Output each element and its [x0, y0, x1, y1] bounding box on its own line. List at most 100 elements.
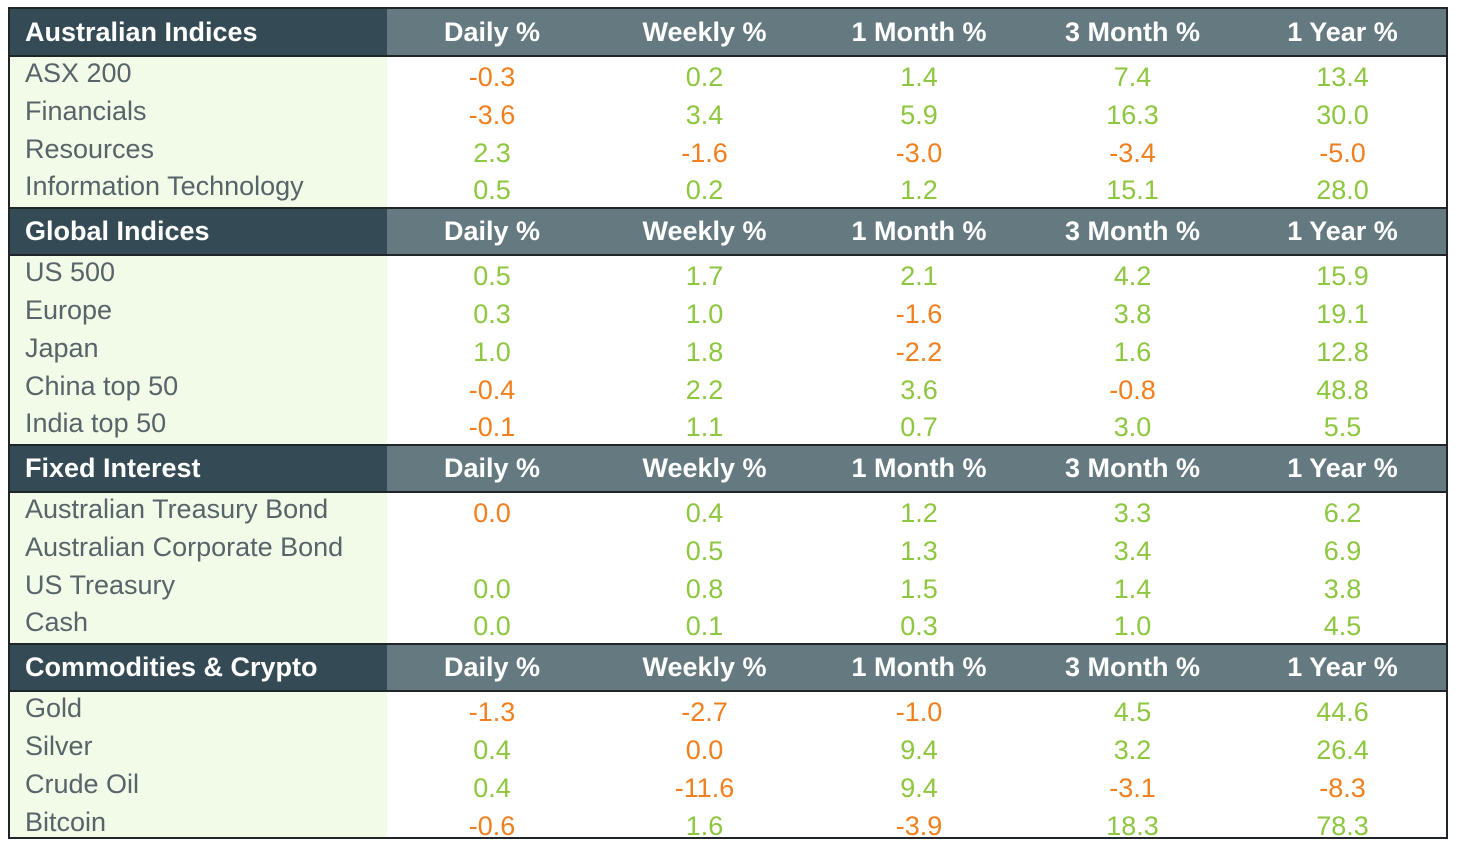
table-row: Australian Corporate Bond 0.5 1.3 3.4 6.9	[10, 530, 1446, 568]
table-row: Cash 0.0 0.1 0.3 1.0 4.5	[10, 606, 1446, 644]
row-label: China top 50	[10, 369, 387, 407]
column-header-3-month: 3 Month %	[1026, 9, 1239, 57]
value-cell-1-year: 44.6	[1316, 697, 1369, 727]
column-header-1-month: 1 Month %	[812, 444, 1026, 493]
table-row: ASX 200 -0.3 0.2 1.4 7.4 13.4	[10, 56, 1446, 94]
value-cell-3-month: 4.2	[1113, 261, 1152, 291]
row-label: Australian Corporate Bond	[10, 530, 387, 568]
value-cell-1-year: 15.9	[1316, 261, 1369, 291]
value-cell-daily	[387, 530, 597, 568]
value-cell-1-year: 6.9	[1323, 535, 1362, 566]
value-cell-3-month: -0.8	[1109, 374, 1156, 405]
value-cell-1-month: -3.0	[895, 137, 943, 168]
table-row: China top 50 -0.4 2.2 3.6 -0.8 48.8	[10, 369, 1446, 407]
row-label: India top 50	[10, 407, 387, 445]
row-label: Europe	[10, 293, 387, 331]
value-cell-1-year: -8.3	[1319, 772, 1366, 803]
section-title: Commodities & Crypto	[10, 643, 387, 692]
row-label: Japan	[10, 331, 387, 369]
performance-table-container: Australian Indices Daily % Weekly % 1 Month…	[8, 7, 1448, 839]
value-cell-1-month: 5.9	[900, 99, 938, 130]
row-label: Silver	[10, 729, 387, 767]
value-cell-weekly: -2.7	[681, 697, 728, 727]
value-cell-3-month: -3.4	[1109, 137, 1156, 168]
section-header-australian-indices: Australian Indices Daily % Weekly % 1 Month…	[10, 9, 1446, 57]
column-header-1-year: 1 Year %	[1239, 444, 1446, 493]
table-row: Silver 0.4 0.0 9.4 3.2 26.4	[10, 729, 1446, 767]
table-row: Australian Treasury Bond 0.0 0.4 1.2 3.3 6.2	[10, 492, 1446, 530]
value-cell-3-month: 15.1	[1106, 175, 1159, 205]
value-cell-daily: -0.1	[468, 412, 516, 442]
section-header-fixed-interest: Fixed Interest Daily % Weekly % 1 Month % 3 …	[10, 444, 1446, 493]
value-cell-daily: -0.3	[468, 62, 516, 92]
value-cell-1-month: 1.2	[900, 498, 938, 528]
column-header-daily: Daily %	[387, 643, 597, 692]
value-cell-1-month: 1.2	[900, 175, 938, 205]
row-label: Australian Treasury Bond	[10, 492, 387, 530]
value-cell-1-month: 3.6	[900, 374, 938, 405]
value-cell-1-year: 19.1	[1316, 298, 1369, 329]
table-row: Financials -3.6 3.4 5.9 16.3 30.0	[10, 94, 1446, 132]
value-cell-weekly: 0.5	[685, 535, 724, 566]
value-cell-1-year: 28.0	[1316, 175, 1369, 205]
row-label: Financials	[10, 94, 387, 132]
column-header-daily: Daily %	[387, 9, 597, 57]
value-cell-1-year: 30.0	[1316, 99, 1369, 130]
section-header-commodities-and-crypto: Commodities & Crypto Daily % Weekly % 1 Mon…	[10, 643, 1446, 692]
value-cell-1-year: 48.8	[1316, 374, 1369, 405]
value-cell-1-year: 3.8	[1323, 573, 1362, 604]
section-title: Global Indices	[10, 207, 387, 256]
value-cell-1-year: 13.4	[1316, 62, 1369, 92]
value-cell-3-month: 4.5	[1113, 697, 1152, 727]
value-cell-weekly: 3.4	[685, 99, 724, 130]
value-cell-weekly: 1.6	[685, 810, 724, 839]
value-cell-daily: -0.4	[468, 374, 516, 405]
value-cell-1-month: -3.9	[895, 810, 943, 839]
table-row: Japan 1.0 1.8 -2.2 1.6 12.8	[10, 331, 1446, 369]
table-row: Resources 2.3 -1.6 -3.0 -3.4 -5.0	[10, 132, 1446, 170]
row-label: Gold	[10, 691, 387, 729]
value-cell-1-year: 78.3	[1316, 810, 1369, 839]
value-cell-3-month: 16.3	[1106, 99, 1159, 130]
value-cell-weekly: 0.2	[685, 175, 724, 205]
column-header-daily: Daily %	[387, 207, 597, 256]
column-header-3-month: 3 Month %	[1026, 643, 1239, 692]
column-header-weekly: Weekly %	[597, 9, 812, 57]
column-header-1-year: 1 Year %	[1239, 643, 1446, 692]
value-cell-daily: 0.3	[473, 298, 511, 329]
value-cell-daily: 0.0	[473, 573, 511, 604]
value-cell-daily: -1.3	[468, 697, 516, 727]
value-cell-3-month: 1.4	[1113, 573, 1152, 604]
value-cell-daily: 0.5	[473, 261, 511, 291]
value-cell-weekly: -11.6	[674, 772, 735, 803]
column-header-1-month: 1 Month %	[812, 207, 1026, 256]
value-cell-daily: 1.0	[473, 336, 511, 367]
table-row: Bitcoin -0.6 1.6 -3.9 18.3 78.3	[10, 805, 1446, 839]
value-cell-3-month: 3.4	[1113, 535, 1152, 566]
column-header-weekly: Weekly %	[597, 444, 812, 493]
value-cell-3-month: 1.0	[1113, 611, 1152, 641]
table-body: Australian Indices Daily % Weekly % 1 Month…	[10, 9, 1446, 839]
value-cell-1-month: 1.3	[900, 535, 938, 566]
column-header-weekly: Weekly %	[597, 207, 812, 256]
table-row: Europe 0.3 1.0 -1.6 3.8 19.1	[10, 293, 1446, 331]
value-cell-weekly: 1.0	[685, 298, 724, 329]
table-row: US 500 0.5 1.7 2.1 4.2 15.9	[10, 255, 1446, 293]
value-cell-daily: -3.6	[468, 99, 516, 130]
column-header-1-year: 1 Year %	[1239, 9, 1446, 57]
value-cell-daily: 2.3	[473, 137, 511, 168]
value-cell-1-month: 1.4	[900, 62, 938, 92]
value-cell-3-month: 7.4	[1113, 62, 1152, 92]
value-cell-weekly: 1.1	[685, 412, 724, 442]
value-cell-daily: -0.6	[468, 810, 516, 839]
table-row: Gold -1.3 -2.7 -1.0 4.5 44.6	[10, 691, 1446, 729]
value-cell-3-month: 3.0	[1113, 412, 1152, 442]
value-cell-3-month: -3.1	[1109, 772, 1156, 803]
value-cell-1-month: 1.5	[900, 573, 938, 604]
column-header-3-month: 3 Month %	[1026, 207, 1239, 256]
value-cell-daily: 0.0	[473, 498, 511, 528]
column-header-3-month: 3 Month %	[1026, 444, 1239, 493]
row-label: US 500	[10, 255, 387, 293]
table-row: Crude Oil 0.4 -11.6 9.4 -3.1 -8.3	[10, 767, 1446, 805]
value-cell-weekly: 0.0	[685, 734, 724, 765]
